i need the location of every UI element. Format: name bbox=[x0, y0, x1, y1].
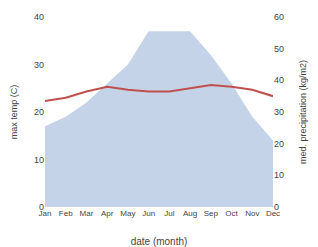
svg-text:Jan: Jan bbox=[39, 209, 52, 218]
svg-text:date (month): date (month) bbox=[131, 236, 188, 247]
svg-text:30: 30 bbox=[34, 60, 44, 70]
svg-text:10: 10 bbox=[274, 170, 284, 180]
svg-text:0: 0 bbox=[39, 202, 44, 212]
svg-text:Apr: Apr bbox=[101, 209, 114, 218]
svg-text:Oct: Oct bbox=[225, 209, 238, 218]
svg-text:20: 20 bbox=[274, 139, 284, 149]
svg-text:20: 20 bbox=[34, 107, 44, 117]
svg-text:50: 50 bbox=[274, 44, 284, 54]
svg-text:Jul: Jul bbox=[164, 209, 174, 218]
svg-text:0: 0 bbox=[274, 202, 279, 212]
svg-text:May: May bbox=[120, 209, 135, 218]
svg-text:Sep: Sep bbox=[204, 209, 219, 218]
svg-text:Feb: Feb bbox=[59, 209, 73, 218]
svg-text:Dec: Dec bbox=[266, 209, 280, 218]
svg-text:Mar: Mar bbox=[80, 209, 94, 218]
svg-text:30: 30 bbox=[274, 107, 284, 117]
svg-text:med. precipitation (kg/m2): med. precipitation (kg/m2) bbox=[298, 60, 308, 164]
svg-text:Aug: Aug bbox=[183, 209, 197, 218]
svg-text:Jun: Jun bbox=[142, 209, 155, 218]
svg-text:40: 40 bbox=[274, 75, 284, 85]
svg-text:Nov: Nov bbox=[245, 209, 259, 218]
svg-text:max temp (C): max temp (C) bbox=[9, 85, 19, 140]
svg-text:10: 10 bbox=[34, 155, 44, 165]
svg-text:40: 40 bbox=[34, 12, 44, 22]
svg-text:60: 60 bbox=[274, 12, 284, 22]
